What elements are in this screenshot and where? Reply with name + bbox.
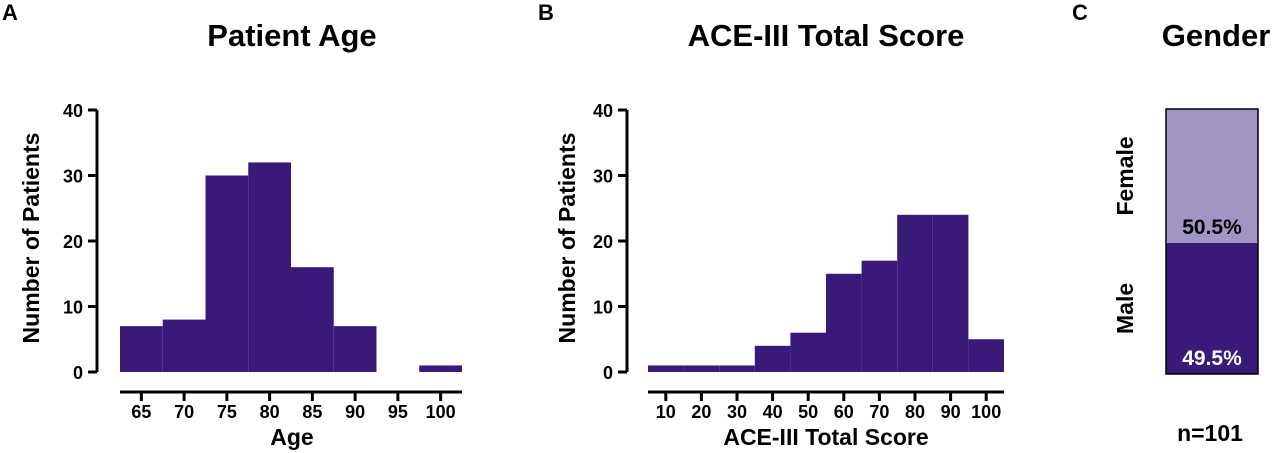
panel-letter-c: C: [1072, 0, 1088, 25]
x-tick-label-a-80: 80: [260, 402, 280, 422]
panel-letter-a: A: [2, 0, 18, 25]
y-tick-label-b-40: 40: [593, 101, 613, 121]
y-tick-label-b-30: 30: [593, 167, 613, 187]
bar-a-85: [291, 267, 334, 372]
y-tick-label-a-30: 30: [63, 167, 83, 187]
segment-category-label-female: Female: [1112, 136, 1138, 215]
bar-a-80: [248, 162, 291, 372]
bar-b-30: [719, 365, 755, 372]
x-tick-label-b-60: 60: [834, 402, 854, 422]
y-tick-label-b-0: 0: [603, 363, 613, 383]
bar-a-100: [419, 365, 462, 372]
x-tick-label-a-90: 90: [345, 402, 365, 422]
segment-value-label-male: 49.5%: [1182, 347, 1242, 370]
bars-a: [120, 162, 462, 372]
bar-a-75: [205, 175, 249, 372]
chart-title-c: Gender: [1162, 18, 1271, 53]
x-tick-label-a-65: 65: [131, 402, 151, 422]
stacked-bar-outline: [1165, 108, 1259, 375]
y-axis-label-a: Number of Patients: [18, 133, 44, 344]
panel-c: C Gender 49.5% Male 50.5% Female n=101: [1072, 0, 1270, 446]
bar-b-100: [968, 339, 1004, 372]
x-tick-label-b-20: 20: [691, 402, 711, 422]
panel-b: B ACE-III Total Score Number of Patients…: [538, 0, 1004, 450]
bar-b-60: [826, 273, 862, 372]
axes-b: 0 10 20 30 40 10 20 30 40 50 60 70 80 90 100: [593, 101, 1004, 422]
x-tick-label-b-90: 90: [941, 402, 961, 422]
x-tick-label-b-70: 70: [869, 402, 889, 422]
chart-title-b: ACE-III Total Score: [688, 18, 965, 53]
segment-value-label-female: 50.5%: [1182, 216, 1242, 239]
bar-b-40: [754, 345, 791, 372]
sample-size-note: n=101: [1177, 420, 1243, 446]
x-tick-label-a-75: 75: [217, 402, 237, 422]
x-axis-label-b: ACE-III Total Score: [723, 424, 928, 450]
bar-b-80: [897, 214, 933, 372]
bar-b-90: [932, 214, 969, 372]
bar-b-10: [648, 365, 684, 372]
x-tick-label-b-40: 40: [763, 402, 783, 422]
segment-male: [1166, 242, 1258, 374]
bars-b: [648, 214, 1004, 372]
x-tick-label-b-80: 80: [905, 402, 925, 422]
y-tick-label-a-10: 10: [63, 298, 83, 318]
bar-b-20: [683, 365, 720, 372]
bar-a-65: [120, 326, 163, 372]
x-axis-label-a: Age: [270, 424, 313, 450]
panel-letter-b: B: [538, 0, 554, 25]
x-tick-label-a-85: 85: [302, 402, 322, 422]
x-tick-label-a-70: 70: [174, 402, 194, 422]
y-tick-label-a-20: 20: [63, 232, 83, 252]
stacked-bar-c: 49.5% Male 50.5% Female: [1112, 108, 1259, 375]
x-tick-label-b-50: 50: [798, 402, 818, 422]
panel-a: A Patient Age Number of Patients Age 0 10…: [2, 0, 462, 450]
x-tick-label-a-100: 100: [426, 402, 456, 422]
x-tick-label-a-95: 95: [388, 402, 408, 422]
segment-female: [1166, 109, 1258, 243]
y-tick-label-a-40: 40: [63, 101, 83, 121]
x-tick-label-b-10: 10: [656, 402, 676, 422]
bar-b-70: [861, 260, 898, 372]
axes-a: 0 10 20 30 40 65 70 75 80 85 90 95 100: [63, 101, 462, 422]
y-axis-label-b: Number of Patients: [554, 133, 580, 344]
bar-a-90: [333, 326, 377, 372]
bar-a-70: [162, 319, 206, 372]
y-tick-label-a-0: 0: [73, 363, 83, 383]
bar-b-50: [790, 332, 826, 372]
y-tick-label-b-10: 10: [593, 298, 613, 318]
segment-category-label-male: Male: [1112, 283, 1138, 334]
chart-title-a: Patient Age: [207, 18, 376, 53]
x-tick-label-b-30: 30: [727, 402, 747, 422]
y-tick-label-b-20: 20: [593, 232, 613, 252]
x-tick-label-b-100: 100: [971, 402, 1001, 422]
